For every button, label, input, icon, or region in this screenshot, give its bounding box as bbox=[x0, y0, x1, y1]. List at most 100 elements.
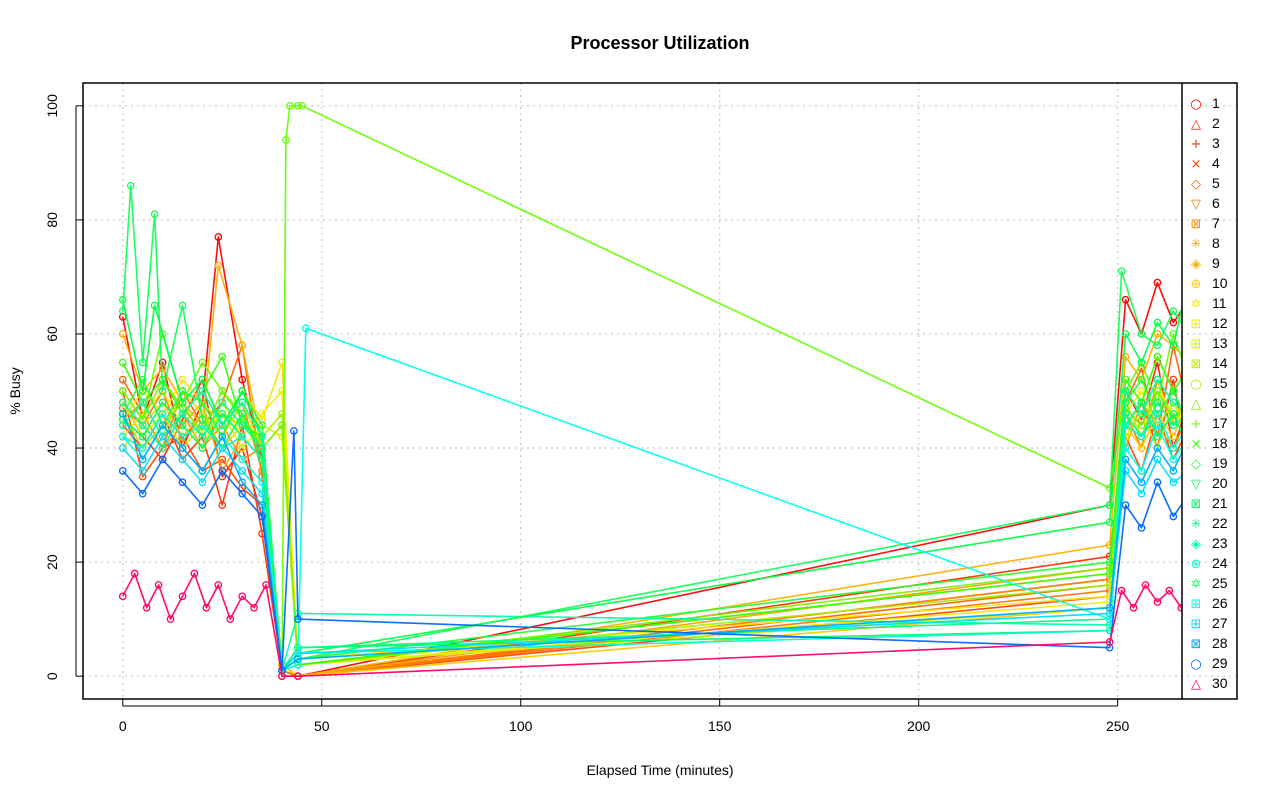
y-tick-label: 80 bbox=[44, 212, 60, 228]
series-25-point bbox=[150, 210, 159, 219]
series-20-point bbox=[238, 387, 247, 395]
series-25-point bbox=[1137, 330, 1146, 338]
series-30-point bbox=[142, 603, 151, 612]
series-28-point bbox=[258, 501, 266, 509]
legend-marker: ✡ bbox=[1191, 577, 1202, 592]
series-20-point bbox=[1105, 518, 1114, 527]
x-axis-title: Elapsed Time (minutes) bbox=[586, 762, 733, 778]
series-27-point bbox=[198, 478, 207, 487]
series-3-point bbox=[1169, 375, 1178, 384]
series-23-point bbox=[1121, 387, 1130, 395]
legend-marker: △ bbox=[1191, 397, 1201, 412]
legend: ○ 1 △ 2 + 3 × 4 ◇ 5 ▽ 6 ⊠ 7 ✳ 8 ◈ 9 ⊕ 10 ✡ 11 ⊞ 12 ⊞ 13 ⊠ 14 ○ 15 △ 16 +… bbox=[1190, 95, 1227, 692]
series-10-point bbox=[1169, 432, 1178, 441]
series-27-point bbox=[238, 467, 247, 475]
legend-marker: ▽ bbox=[1191, 197, 1201, 212]
series-22-point bbox=[158, 444, 167, 452]
series-30-point bbox=[1129, 603, 1138, 612]
series-1-point bbox=[1169, 318, 1178, 327]
series-30-point bbox=[118, 592, 127, 601]
series-29-point bbox=[138, 489, 147, 498]
legend-label: 13 bbox=[1212, 335, 1228, 351]
series-25-point bbox=[1117, 267, 1126, 276]
legend-marker: ✡ bbox=[1191, 297, 1202, 312]
series-21-point bbox=[1137, 398, 1146, 407]
legend-marker: ✳ bbox=[1191, 517, 1202, 532]
legend-marker: ⊞ bbox=[1191, 617, 1202, 632]
series-21-point bbox=[158, 398, 167, 407]
series-25-point bbox=[198, 415, 207, 424]
series-20-point bbox=[178, 398, 187, 407]
legend-label: 28 bbox=[1212, 635, 1228, 651]
y-tick-label: 0 bbox=[44, 672, 60, 680]
series-11-point bbox=[278, 358, 286, 367]
series-17-point bbox=[118, 387, 127, 395]
series-24-point bbox=[1137, 432, 1146, 441]
series-30-point bbox=[294, 672, 302, 681]
legend-marker: ◇ bbox=[1191, 177, 1201, 192]
series-28-point bbox=[158, 421, 167, 430]
series-9-point bbox=[158, 364, 167, 373]
legend-marker: × bbox=[1191, 157, 1202, 172]
series-25-point bbox=[238, 409, 247, 418]
series-24-point bbox=[158, 409, 167, 418]
series-30-point bbox=[214, 581, 223, 589]
x-tick-label: 0 bbox=[119, 718, 127, 734]
series-28-point bbox=[1105, 603, 1114, 612]
legend-marker: ◈ bbox=[1191, 537, 1201, 552]
series-26-point bbox=[1169, 455, 1178, 464]
legend-marker: △ bbox=[1191, 117, 1201, 132]
series-22-point bbox=[238, 421, 247, 430]
series-11-line bbox=[122, 361, 1182, 660]
series-23-point bbox=[238, 398, 247, 407]
series-24-point bbox=[138, 444, 147, 452]
series-24-point bbox=[1121, 421, 1130, 430]
series-25-point bbox=[1153, 341, 1162, 350]
series-29-point bbox=[238, 489, 247, 498]
legend-marker: ⊠ bbox=[1191, 497, 1202, 512]
series-27-point bbox=[138, 467, 147, 475]
series-20-point bbox=[1121, 330, 1130, 338]
series-18-point bbox=[118, 358, 127, 367]
series-15-point bbox=[278, 409, 286, 418]
series-22-point bbox=[198, 432, 207, 441]
legend-marker: + bbox=[1191, 417, 1202, 432]
y-tick-label: 60 bbox=[44, 326, 60, 342]
series-17-point bbox=[198, 358, 207, 367]
series-23-point bbox=[178, 409, 187, 418]
series-30-point bbox=[130, 569, 139, 578]
y-axis-title: % Busy bbox=[7, 367, 23, 414]
series-22-point bbox=[118, 398, 127, 407]
series-28-point bbox=[238, 478, 247, 487]
series-26-point bbox=[294, 660, 302, 669]
legend-marker: ○ bbox=[1190, 377, 1201, 392]
series-27-point bbox=[118, 444, 127, 452]
series-9-point bbox=[118, 330, 127, 338]
axis-layer: 0 50 100 150 200 250 0 20 40 60 80 100 bbox=[44, 94, 1130, 734]
series-30-point bbox=[178, 592, 187, 601]
series-18-point bbox=[218, 352, 227, 361]
series-25-point bbox=[138, 358, 147, 367]
series-9-point bbox=[1121, 352, 1130, 361]
x-tick-label: 150 bbox=[708, 718, 732, 734]
series-3-point bbox=[218, 501, 227, 509]
series-30-point bbox=[166, 615, 175, 623]
legend-label: 27 bbox=[1212, 615, 1228, 631]
series-30-point bbox=[1141, 581, 1150, 589]
series-25-point bbox=[158, 387, 167, 395]
series-30-point bbox=[238, 592, 247, 601]
series-26-point bbox=[1137, 467, 1146, 475]
series-24-point bbox=[1153, 409, 1162, 418]
series-16-line bbox=[122, 378, 1182, 666]
series-1-point bbox=[1153, 278, 1162, 287]
legend-marker: × bbox=[1191, 437, 1202, 452]
series-27-point bbox=[294, 649, 302, 658]
series-28-point bbox=[1137, 478, 1146, 487]
series-9-point bbox=[1153, 330, 1162, 338]
legend-label: 3 bbox=[1212, 135, 1220, 151]
series-29-line bbox=[122, 430, 1182, 672]
series-29-point bbox=[1137, 524, 1146, 532]
series-29-point bbox=[118, 467, 127, 475]
